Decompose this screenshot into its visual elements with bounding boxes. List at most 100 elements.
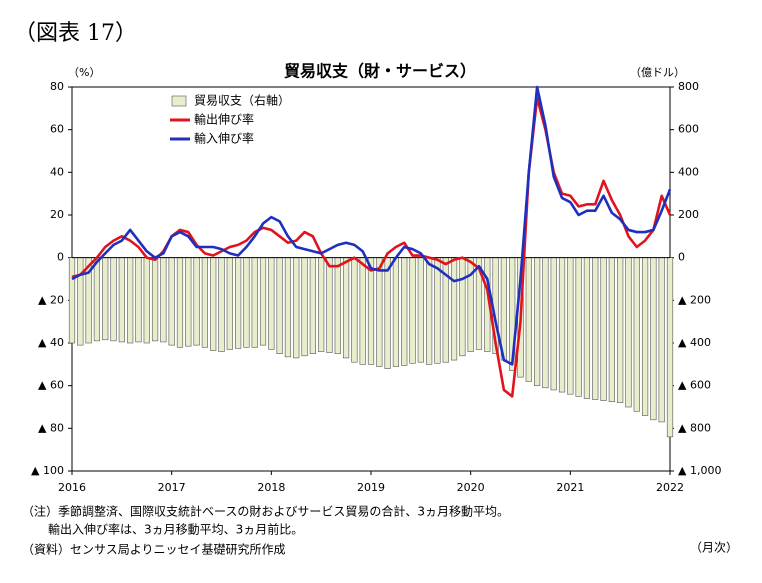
y-tick-label: ▲ 40 [38,336,64,349]
y-tick-label: 0 [57,251,64,264]
y2-tick-label: 200 [678,208,699,221]
legend-swatch [171,95,187,107]
y-tick-label: ▲ 60 [38,379,64,392]
bar [351,257,358,363]
bar [384,257,391,369]
bar [534,257,541,386]
bar [135,257,142,343]
y2-tick-label: ▲ 600 [678,379,711,392]
bar [658,257,665,423]
bar [102,257,109,341]
y2-tick-label: ▲ 200 [678,293,711,306]
bar [77,257,84,346]
chart-title: 貿易収支（財・サービス） [284,62,476,81]
bar [160,257,167,343]
y-tick-label: 60 [50,123,64,136]
x-tick-label: 2018 [257,481,285,494]
y-tick-label: ▲ 100 [31,464,64,477]
bar [650,257,657,421]
bar [426,257,433,365]
bar [301,257,308,357]
bar [185,257,192,347]
bar [143,257,150,344]
bar [583,257,591,399]
x-tick-label: 2020 [457,481,485,494]
bar [542,257,549,389]
bar [434,257,441,364]
y2-tick-label: 400 [678,165,699,178]
bar [259,257,267,346]
bar [193,257,200,346]
bar [218,257,225,352]
x-tick-label: 2016 [58,481,86,494]
bar [450,257,458,361]
bar [550,257,557,391]
bar [68,257,76,344]
bar [318,257,325,352]
line [71,85,672,366]
bar [326,257,333,353]
bar [334,257,341,354]
legend-label: 輸出伸び率 [194,112,254,127]
x-tick-label: 2021 [556,481,584,494]
bar [558,257,566,393]
bar [127,257,134,344]
bar [243,257,250,348]
bar [110,257,117,342]
y2-tick-label: ▲ 1,000 [678,464,721,477]
bar [235,257,242,349]
bar [342,257,350,359]
bar [500,257,507,361]
bar [367,257,375,365]
bar [459,257,466,357]
y-axis-label: （%） [68,66,100,79]
y2-axis-label: （億ドル） [630,66,685,79]
y-tick-label: 80 [50,80,64,93]
y-tick-label: 40 [50,165,64,178]
bar [567,257,574,395]
legend-label: 輸入伸び率 [194,131,254,146]
bar [309,257,316,354]
y-tick-label: 20 [50,208,64,221]
bar [151,257,159,342]
bar [401,257,408,366]
bar [284,257,292,358]
bar [633,257,640,412]
bar [201,257,208,348]
bar [176,257,184,348]
bar [168,257,175,346]
x-axis-label: （月次） [690,541,738,555]
bar [592,257,599,400]
figure-label: （図表 17） [14,21,137,46]
bar [276,257,283,354]
bar [359,257,366,365]
note: （資料）センサス局よりニッセイ基礎研究所作成 [22,542,286,557]
bar [617,257,624,404]
y2-tick-label: 800 [678,80,699,93]
bar [575,257,582,397]
x-tick-label: 2017 [158,481,186,494]
note: 輸出入伸び率は、3ヵ月移動平均、3ヵ月前比。 [48,522,303,537]
bar [392,257,400,367]
bar [93,257,101,342]
bar [210,257,217,351]
note: （注）季節調整済、国際収支統計ベースの財およびサービス貿易の合計、3ヵ月移動平均… [22,504,509,519]
bar [226,257,233,350]
y-tick-label: ▲ 80 [38,421,64,434]
bar [376,257,383,367]
x-tick-label: 2022 [656,481,684,494]
y2-tick-label: 0 [678,251,685,264]
bar [625,257,632,408]
bar [251,257,258,348]
bar [666,257,674,438]
bar [293,257,300,359]
bar [417,257,424,363]
bar [409,257,416,364]
y2-tick-label: ▲ 400 [678,336,711,349]
y2-tick-label: ▲ 800 [678,421,711,434]
bar [268,257,275,350]
bar [641,257,649,416]
bar [608,257,615,402]
y-tick-label: ▲ 20 [38,293,64,306]
